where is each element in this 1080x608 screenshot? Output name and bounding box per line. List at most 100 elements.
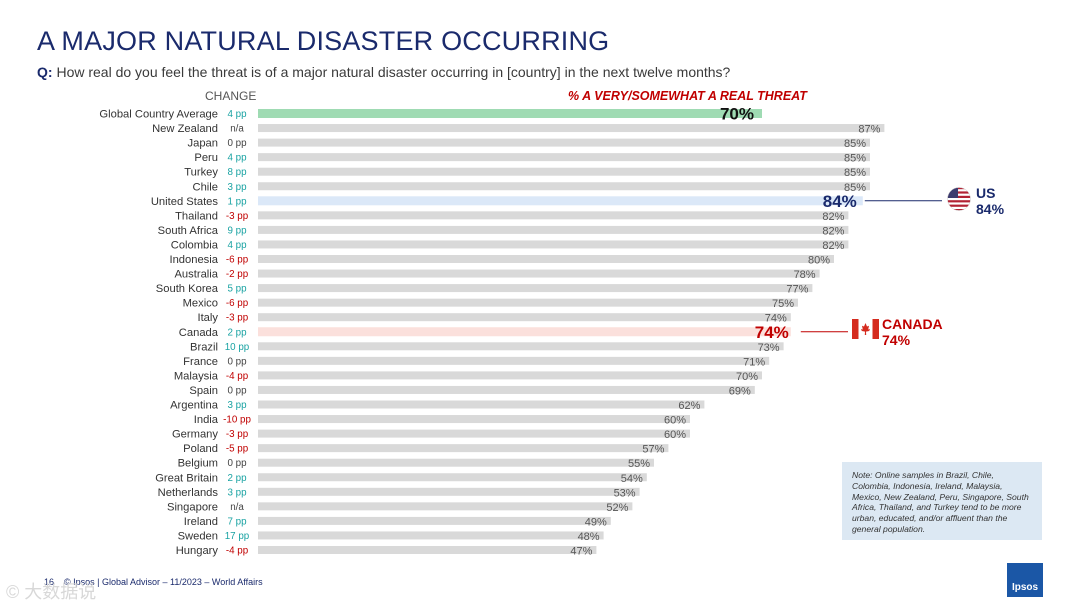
change-label: 3 pp (227, 182, 247, 193)
value-label: 85% (844, 182, 866, 194)
bar (258, 196, 863, 206)
page-number: 16 (44, 577, 55, 587)
bar (258, 356, 770, 365)
metric-column-header: % A VERY/SOMEWHAT A REAL THREAT (568, 89, 807, 103)
bar (258, 269, 820, 278)
bar (258, 546, 597, 554)
bar (258, 211, 849, 220)
country-label: Canada (179, 327, 219, 339)
value-label: 47% (570, 546, 592, 558)
bar (258, 138, 870, 147)
bar (258, 313, 791, 322)
watermark: © 大数据说 (6, 582, 97, 602)
value-label: 55% (628, 458, 650, 470)
change-label: -6 pp (226, 298, 249, 309)
value-label: 57% (642, 444, 664, 456)
value-label: 82% (822, 225, 844, 237)
value-label: 85% (844, 167, 866, 179)
change-label: 2 pp (227, 327, 247, 338)
change-label: 9 pp (227, 225, 247, 236)
us-callout: US 84% (976, 185, 1004, 217)
country-label: South Africa (158, 225, 219, 237)
country-label: Italy (197, 312, 218, 324)
bar (258, 109, 762, 118)
value-label: 84% (823, 192, 857, 211)
value-label: 75% (772, 298, 794, 310)
country-label: Mexico (183, 298, 218, 310)
country-label: Japan (188, 138, 218, 150)
change-label: 0 pp (227, 138, 247, 149)
value-label: 71% (743, 356, 765, 368)
change-label: 3 pp (227, 487, 247, 498)
change-label: 17 pp (225, 531, 250, 542)
canada-callout: CANADA 74% (882, 316, 943, 348)
value-label: 70% (720, 105, 754, 124)
change-label: -5 pp (226, 444, 249, 455)
bar (258, 444, 669, 453)
country-label: Belgium (178, 458, 218, 470)
value-label: 85% (844, 138, 866, 150)
bar (258, 153, 870, 162)
change-label: -4 pp (226, 546, 249, 557)
page-title: A MAJOR NATURAL DISASTER OCCURRING (37, 26, 610, 56)
bar (258, 458, 654, 467)
value-label: 53% (614, 487, 636, 499)
us-callout-name: US (976, 185, 996, 201)
change-label: n/a (230, 124, 244, 135)
value-label: 74% (765, 313, 787, 325)
country-label: Germany (172, 429, 218, 441)
sample-note: Note: Online samples in Brazil, Chile, C… (842, 462, 1042, 540)
us-callout-value: 84% (976, 201, 1005, 217)
bar (258, 531, 604, 540)
change-label: 7 pp (227, 516, 247, 527)
bar (258, 342, 784, 351)
bar (258, 182, 870, 191)
country-label: France (183, 356, 218, 368)
change-label: 1 pp (227, 196, 247, 207)
bar (258, 502, 633, 511)
canada-flag-icon (852, 319, 879, 339)
question-label: Q: (37, 64, 53, 80)
value-label: 87% (858, 124, 880, 136)
country-label: Malaysia (174, 370, 219, 382)
bar (258, 487, 640, 496)
bar (258, 400, 705, 409)
country-label: India (194, 414, 219, 426)
change-label: 0 pp (227, 356, 247, 367)
country-label: Spain (189, 385, 218, 397)
value-label: 85% (844, 153, 866, 165)
value-label: 80% (808, 255, 830, 267)
bar (258, 124, 885, 133)
country-label: Australia (174, 269, 218, 281)
country-label: Argentina (170, 400, 219, 412)
change-label: 4 pp (227, 240, 247, 251)
value-label: 78% (794, 269, 816, 281)
canada-callout-name: CANADA (882, 316, 943, 332)
country-label: Thailand (175, 210, 218, 222)
bar (258, 385, 755, 394)
country-label: Hungary (176, 545, 219, 557)
value-label: 82% (822, 240, 844, 252)
change-label: -10 pp (223, 415, 251, 426)
change-label: 3 pp (227, 400, 247, 411)
change-label: 10 pp (225, 342, 250, 353)
value-label: 69% (729, 385, 751, 397)
change-label: -4 pp (226, 371, 249, 382)
bar (258, 473, 647, 482)
bar (258, 284, 813, 293)
value-label: 82% (822, 211, 844, 223)
change-label: -3 pp (226, 313, 249, 324)
canada-callout-value: 74% (882, 332, 911, 348)
country-label: Poland (183, 443, 218, 455)
change-column-header: CHANGE (205, 89, 257, 103)
value-label: 60% (664, 415, 686, 427)
value-label: 73% (758, 342, 780, 354)
change-label: n/a (230, 502, 244, 513)
country-label: Peru (194, 152, 218, 164)
change-label: -6 pp (226, 255, 249, 266)
value-label: 49% (585, 516, 607, 528)
bar (258, 415, 690, 424)
change-label: 8 pp (227, 167, 247, 178)
bar (258, 240, 849, 249)
